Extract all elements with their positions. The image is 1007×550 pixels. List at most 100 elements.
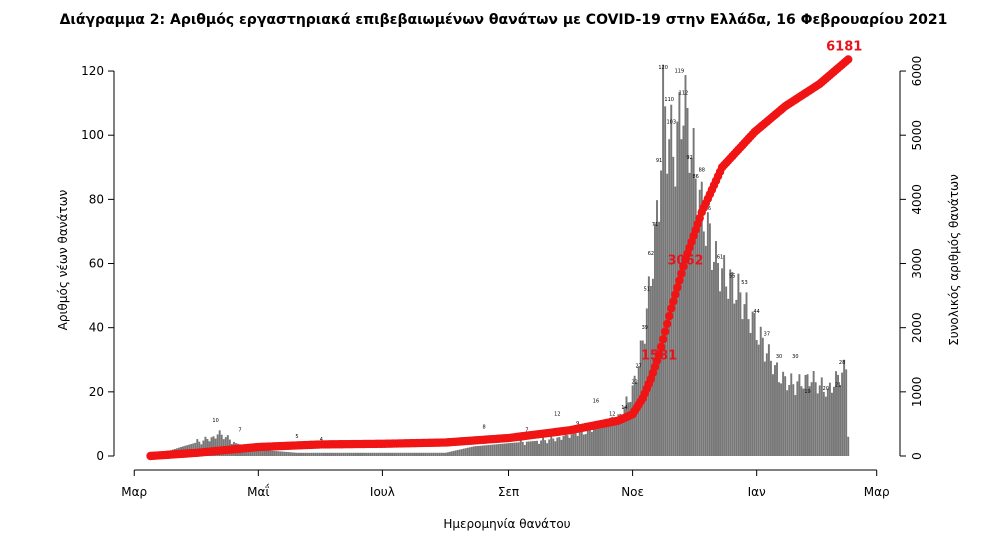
daily-bar [359, 452, 361, 456]
y-tick-label: 80 [89, 192, 104, 206]
daily-bar [623, 406, 626, 456]
daily-bar [499, 443, 502, 456]
daily-bar [312, 452, 315, 456]
daily-bar [259, 449, 262, 456]
daily-bar [847, 436, 850, 456]
daily-bar [501, 443, 504, 456]
daily-bar [332, 452, 335, 456]
daily-bar [517, 442, 520, 456]
daily-bar [826, 388, 829, 456]
daily-bar [521, 441, 524, 456]
daily-bar [373, 452, 376, 456]
bar-value-label: 44 [753, 309, 759, 315]
daily-bar [210, 437, 213, 456]
cumulative-value-label: 1581 [641, 349, 677, 364]
daily-bar [265, 450, 268, 456]
daily-bar [267, 450, 270, 456]
daily-bar [769, 360, 772, 456]
daily-bar [432, 452, 435, 456]
daily-bar [617, 414, 620, 456]
daily-bar [418, 452, 420, 456]
daily-bar [690, 157, 693, 456]
daily-bar [452, 450, 455, 456]
daily-bar [519, 438, 522, 456]
daily-bar [285, 451, 288, 456]
daily-bar [747, 319, 750, 456]
daily-bar [308, 452, 311, 456]
x-tick-label: Ιαν [748, 485, 766, 499]
cumulative-point [667, 304, 676, 313]
daily-bar [550, 435, 553, 456]
daily-bar [296, 452, 298, 456]
daily-bar [357, 452, 359, 456]
daily-bar [837, 374, 840, 456]
daily-bar [407, 452, 410, 456]
daily-bar [350, 452, 353, 456]
bar-value-label: 30 [776, 354, 782, 360]
daily-bar [627, 402, 630, 456]
x-tick-label: Νοε [621, 485, 644, 499]
daily-bar [771, 374, 774, 456]
daily-bar [405, 452, 408, 456]
bar-value-label: 119 [675, 68, 685, 74]
daily-bar [403, 452, 406, 456]
daily-bar [393, 452, 396, 456]
bar-value-label: 53 [741, 280, 747, 286]
daily-bar [212, 436, 215, 456]
daily-bar [424, 452, 427, 456]
daily-bar [536, 440, 538, 456]
daily-bar [493, 444, 496, 456]
daily-bar [554, 441, 557, 456]
daily-bar [515, 442, 518, 456]
daily-bar [574, 433, 577, 456]
daily-bar [588, 429, 591, 456]
daily-bar [481, 445, 484, 456]
bar-value-label: 21 [835, 383, 841, 389]
daily-bar [833, 386, 835, 456]
daily-bar [464, 448, 467, 456]
daily-bar [226, 435, 229, 456]
y2-tick-label: 0 [910, 452, 924, 460]
daily-bar [784, 376, 787, 456]
daily-bar [283, 451, 286, 456]
daily-bar [206, 439, 209, 456]
daily-bar [391, 452, 394, 456]
daily-bar [615, 418, 618, 456]
daily-bar [566, 435, 569, 456]
daily-bar [525, 441, 528, 456]
daily-bar [822, 391, 825, 456]
daily-bar [835, 371, 837, 456]
daily-bar [564, 432, 567, 456]
daily-bar [511, 442, 514, 456]
daily-bar [251, 447, 254, 456]
daily-bar [572, 430, 575, 456]
daily-bar [792, 384, 795, 456]
daily-bar [529, 441, 532, 456]
daily-bar [257, 449, 260, 456]
daily-bar [590, 431, 593, 456]
daily-bar [818, 385, 821, 456]
daily-bar [468, 447, 471, 456]
daily-bar [395, 452, 398, 456]
daily-bar [462, 448, 465, 456]
daily-bar [576, 435, 579, 456]
daily-bar [582, 434, 585, 456]
daily-bar [733, 303, 736, 456]
daily-bar [444, 452, 447, 456]
bar-value-label: 20 [823, 386, 829, 392]
daily-bar [647, 276, 650, 456]
cumulative-point [654, 350, 664, 359]
daily-bar [371, 452, 374, 456]
y-tick-label: 0 [96, 449, 104, 463]
daily-bar [328, 452, 331, 456]
daily-bar [196, 439, 199, 456]
daily-bar [603, 420, 606, 456]
daily-bar [304, 452, 307, 456]
bar-value-label: 120 [658, 65, 668, 71]
bar-value-label: 7 [525, 428, 528, 434]
x-tick-label: Μαρ [121, 485, 147, 499]
daily-bar [843, 359, 846, 456]
daily-bar [379, 452, 382, 456]
